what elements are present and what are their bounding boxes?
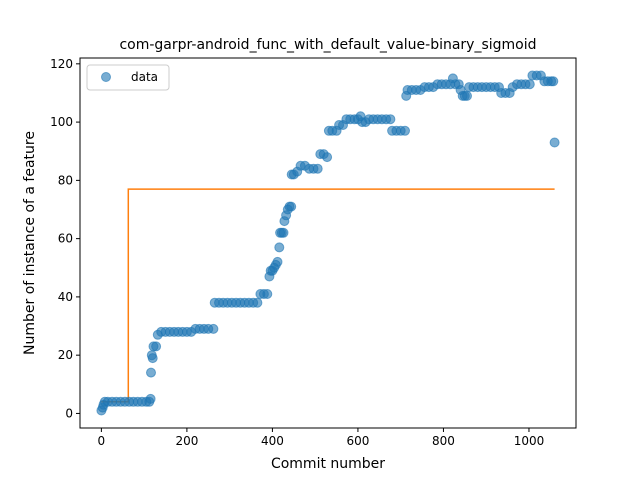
data-point [400, 125, 410, 136]
legend-label-data: data [131, 70, 158, 84]
data-point [462, 90, 472, 101]
data-point [147, 353, 158, 364]
plot-area [96, 70, 560, 416]
data-point [208, 323, 219, 334]
x-tick-label: 1000 [514, 434, 545, 448]
legend-marker-data [101, 72, 111, 82]
y-tick-label: 0 [65, 406, 73, 420]
data-point [151, 341, 162, 352]
y-tick-label: 40 [58, 290, 73, 304]
y-tick-label: 80 [58, 173, 73, 187]
axes-frame [79, 57, 577, 429]
x-tick-label: 800 [432, 434, 455, 448]
x-axis-label: Commit number [271, 456, 385, 472]
data-point [548, 76, 559, 87]
chart-title: com-garpr-android_func_with_default_valu… [119, 37, 536, 53]
axis-ticks: 0 200 400 600 800 1000 0 20 40 60 80 100 120 [50, 57, 544, 448]
data-point [286, 201, 297, 212]
x-tick-label: 200 [175, 434, 198, 448]
y-tick-label: 120 [50, 57, 73, 71]
data-point [524, 79, 535, 90]
x-tick-label: 600 [346, 434, 369, 448]
y-axis-label: Number of instance of a feature [22, 131, 38, 355]
legend: data [86, 64, 170, 91]
data-point [272, 256, 283, 267]
y-tick-label: 20 [58, 348, 73, 362]
x-tick-label: 400 [261, 434, 284, 448]
data-point [274, 242, 285, 253]
data-point [262, 289, 273, 299]
data-point [385, 114, 396, 125]
legend-box [86, 64, 170, 91]
data-point [322, 152, 333, 163]
data-point [549, 137, 560, 148]
y-tick-label: 60 [58, 232, 73, 246]
data-point [252, 297, 263, 308]
data-point [145, 393, 156, 404]
y-tick-label: 100 [50, 115, 73, 129]
data-point [312, 163, 323, 174]
data-point [278, 227, 289, 238]
x-tick-label: 0 [98, 434, 106, 448]
data-point [146, 367, 156, 378]
